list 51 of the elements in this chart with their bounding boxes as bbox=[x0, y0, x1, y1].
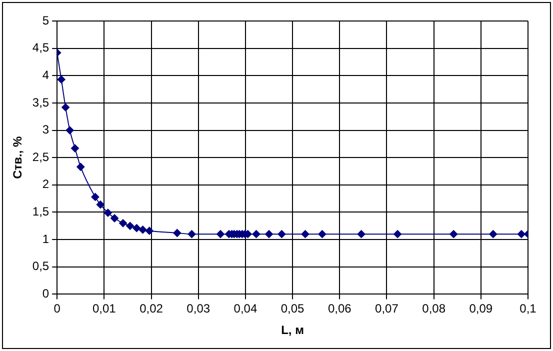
point bbox=[66, 126, 74, 134]
point bbox=[104, 208, 112, 217]
point bbox=[394, 230, 402, 238]
y-tick-label: 5 bbox=[42, 13, 50, 28]
point bbox=[62, 103, 70, 112]
x-tick-label: 0,03 bbox=[186, 302, 210, 316]
point bbox=[264, 230, 273, 238]
y-tick-label: 0,5 bbox=[32, 259, 50, 274]
point bbox=[145, 226, 154, 235]
point bbox=[188, 230, 196, 238]
point bbox=[138, 226, 147, 234]
y-tick-label: 3,5 bbox=[32, 95, 50, 110]
point bbox=[173, 229, 182, 238]
y-axis-title: Cтв., % bbox=[10, 136, 25, 179]
x-axis-title: L, м bbox=[281, 323, 304, 338]
x-tick-label: 0,06 bbox=[328, 302, 352, 316]
point bbox=[119, 219, 128, 228]
x-tick-label: 0,09 bbox=[469, 302, 493, 316]
point bbox=[57, 75, 66, 84]
point bbox=[132, 224, 141, 232]
y-tick-label: 0 bbox=[42, 286, 50, 301]
x-tick-label: 0,04 bbox=[234, 302, 258, 316]
point bbox=[489, 230, 498, 238]
point bbox=[278, 230, 286, 238]
y-tick-label: 4,5 bbox=[32, 40, 50, 55]
point bbox=[252, 230, 260, 238]
point bbox=[450, 230, 458, 238]
y-tick-label: 2 bbox=[42, 177, 50, 192]
y-tick-label: 4 bbox=[42, 68, 50, 82]
x-tick-label: 0 bbox=[54, 302, 61, 316]
y-tick-label: 2,5 bbox=[32, 150, 50, 164]
y-tick-label: 1 bbox=[42, 232, 50, 246]
x-tick-label: 0,1 bbox=[520, 302, 537, 316]
point bbox=[301, 230, 310, 238]
x-tick-label: 0,05 bbox=[280, 302, 305, 316]
point bbox=[318, 230, 326, 238]
point bbox=[76, 162, 85, 171]
y-tick-label: 1,5 bbox=[32, 204, 50, 219]
x-tick-label: 0,08 bbox=[422, 302, 446, 316]
point bbox=[357, 230, 366, 238]
x-tick-label: 0,02 bbox=[140, 302, 164, 316]
x-tick-label: 0,07 bbox=[375, 302, 399, 316]
point bbox=[70, 144, 79, 152]
point bbox=[110, 214, 119, 222]
point bbox=[126, 222, 134, 230]
point bbox=[96, 200, 104, 209]
point bbox=[216, 230, 224, 238]
y-tick-label: 3 bbox=[42, 122, 50, 137]
point bbox=[517, 230, 526, 238]
point bbox=[91, 192, 100, 201]
x-tick-label: 0,01 bbox=[92, 302, 116, 316]
